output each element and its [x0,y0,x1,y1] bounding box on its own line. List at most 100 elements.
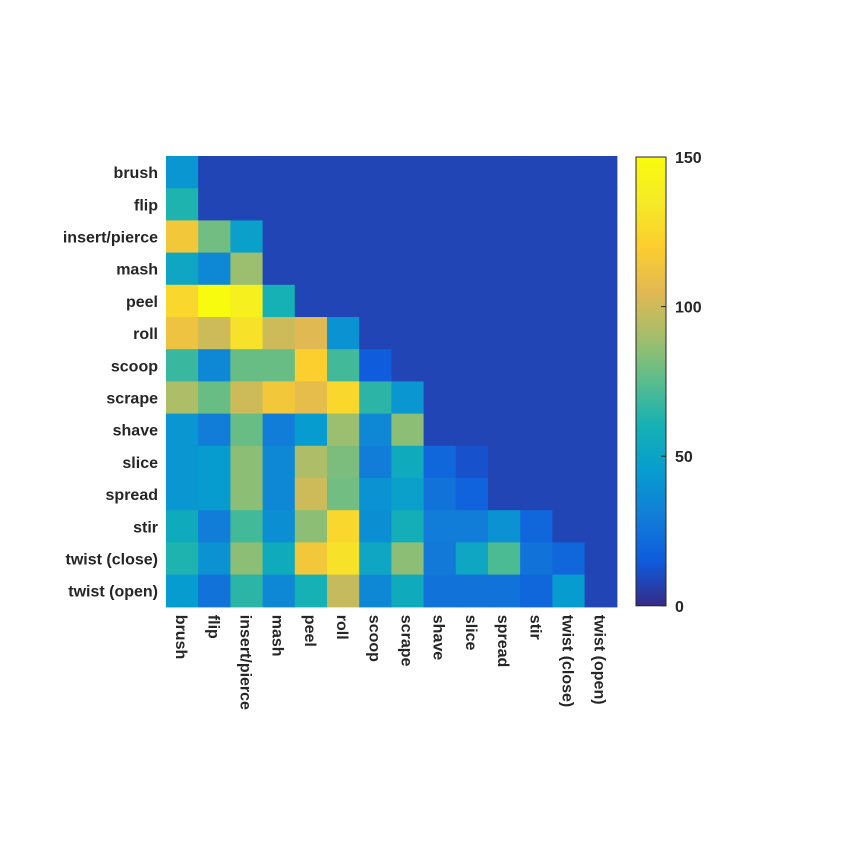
heatmap-cell-1-10 [488,188,521,221]
heatmap-cell-0-11 [520,156,553,189]
heatmap-cell-10-1 [198,478,231,511]
x-tick-label: spread [494,615,511,667]
heatmap-cell-12-11 [520,542,553,576]
y-tick-label: brush [114,165,158,182]
heatmap-cell-3-6 [359,252,392,286]
heatmap-cell-11-8 [423,510,457,543]
heatmap-cell-5-7 [391,317,425,350]
heatmap-cell-0-1 [198,156,231,189]
heatmap-cell-7-8 [423,381,457,415]
y-tick-label: twist (open) [68,584,158,601]
heatmap-cell-13-8 [423,574,457,608]
heatmap-cell-0-13 [584,156,618,189]
heatmap-cell-5-12 [552,317,586,350]
heatmap-cell-11-10 [488,510,521,543]
x-tick-label: roll [333,615,350,640]
heatmap-cell-10-11 [520,478,553,511]
heatmap-cell-2-11 [520,220,553,254]
heatmap-cell-1-2 [230,188,264,221]
heatmap-cell-13-0 [166,574,199,608]
heatmap-cell-4-2 [230,284,264,318]
x-tick-labels: brush flip insert/pierce mash peel roll scoop s… [172,615,608,710]
heatmap-cell-9-7 [391,445,425,479]
heatmap-cell-9-2 [230,445,264,479]
heatmap-cell-3-3 [262,252,296,286]
heatmap-cell-5-1 [198,317,231,350]
heatmap-cell-10-0 [166,478,199,511]
heatmap-cell-0-8 [423,156,457,189]
y-tick-labels: brush flip insert/pierce mash peel roll scoop s… [63,165,158,601]
heatmap-cell-1-0 [166,188,199,221]
heatmap-cell-3-10 [488,252,521,286]
y-tick-label: insert/pierce [63,230,158,247]
heatmap-cell-4-6 [359,284,392,318]
heatmap-cell-5-6 [359,317,392,350]
heatmap-cell-4-0 [166,284,199,318]
heatmap-cell-13-6 [359,574,392,608]
heatmap-cell-13-9 [455,574,489,608]
colorbar-tick-label: 0 [675,599,684,616]
heatmap-cell-4-12 [552,284,586,318]
heatmap-cell-2-5 [327,220,360,254]
heatmap-cell-4-8 [423,284,457,318]
heatmap-cell-6-8 [423,349,457,382]
heatmap-cell-5-0 [166,317,199,350]
heatmap-cell-10-5 [327,478,360,511]
heatmap-cell-1-3 [262,188,296,221]
heatmap-cell-6-3 [262,349,296,382]
heatmap-cell-4-1 [198,284,231,318]
heatmap-cell-1-12 [552,188,586,221]
heatmap-cell-7-9 [455,381,489,415]
heatmap-cell-5-10 [488,317,521,350]
heatmap-cell-8-7 [391,413,425,447]
heatmap-cell-10-4 [294,478,328,511]
heatmap-cell-12-9 [455,542,489,576]
heatmap-cell-12-6 [359,542,392,576]
heatmap-cell-9-6 [359,445,392,479]
heatmap-cell-6-10 [488,349,521,382]
y-tick-label: mash [116,262,158,279]
heatmap-cell-7-13 [584,381,618,415]
heatmap-cell-12-8 [423,542,457,576]
heatmap-cell-12-7 [391,542,425,576]
heatmap-cell-11-0 [166,510,199,543]
heatmap-cell-0-5 [327,156,360,189]
heatmap-cell-6-6 [359,349,392,382]
heatmap-cell-13-11 [520,574,553,608]
heatmap-cell-6-2 [230,349,264,382]
heatmap-cell-4-7 [391,284,425,318]
heatmap-cell-13-1 [198,574,231,608]
heatmap-cell-12-2 [230,542,264,576]
heatmap-cell-2-3 [262,220,296,254]
x-tick-label: scoop [365,615,382,662]
heatmap-cell-3-13 [584,252,618,286]
heatmap-cell-0-12 [552,156,586,189]
x-tick-label: twist (close) [559,615,576,707]
heatmap-cell-11-4 [294,510,328,543]
heatmap-cell-1-1 [198,188,231,221]
heatmap-cell-2-7 [391,220,425,254]
heatmap-cell-0-9 [455,156,489,189]
heatmap-cell-11-7 [391,510,425,543]
heatmap-cells [166,156,618,608]
heatmap-cell-12-0 [166,542,199,576]
heatmap-cell-3-1 [198,252,231,286]
heatmap-cell-3-0 [166,252,199,286]
x-tick-label: mash [269,615,286,657]
colorbar-tick-label: 150 [675,150,702,167]
y-tick-label: slice [122,455,158,472]
heatmap-cell-9-11 [520,445,553,479]
heatmap-cell-12-5 [327,542,360,576]
heatmap-cell-9-13 [584,445,618,479]
heatmap-cell-7-6 [359,381,392,415]
heatmap-cell-8-0 [166,413,199,447]
colorbar-ticks: 0 50 100 150 [661,150,702,616]
heatmap-cell-3-9 [455,252,489,286]
heatmap-cell-6-12 [552,349,586,382]
heatmap-cell-13-3 [262,574,296,608]
heatmap-cell-2-0 [166,220,199,254]
heatmap-cell-12-3 [262,542,296,576]
heatmap-cell-7-0 [166,381,199,415]
heatmap-cell-6-4 [294,349,328,382]
heatmap-cell-8-6 [359,413,392,447]
